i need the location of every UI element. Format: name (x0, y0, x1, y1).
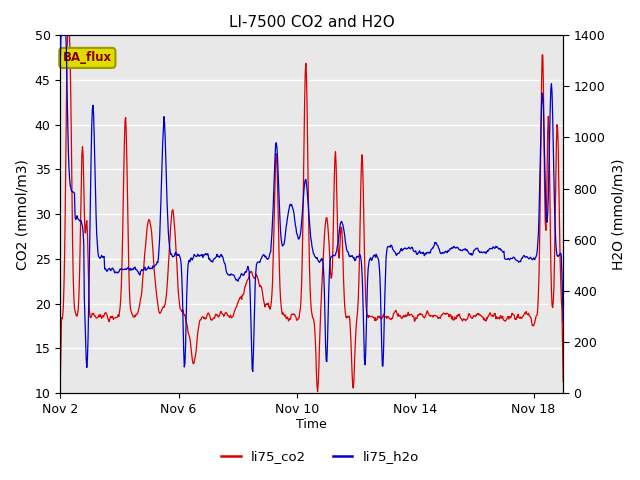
Text: BA_flux: BA_flux (63, 51, 112, 64)
Y-axis label: H2O (mmol/m3): H2O (mmol/m3) (611, 158, 625, 270)
Legend: li75_co2, li75_h2o: li75_co2, li75_h2o (216, 445, 424, 468)
Title: LI-7500 CO2 and H2O: LI-7500 CO2 and H2O (229, 15, 395, 30)
X-axis label: Time: Time (296, 419, 327, 432)
Y-axis label: CO2 (mmol/m3): CO2 (mmol/m3) (15, 159, 29, 270)
